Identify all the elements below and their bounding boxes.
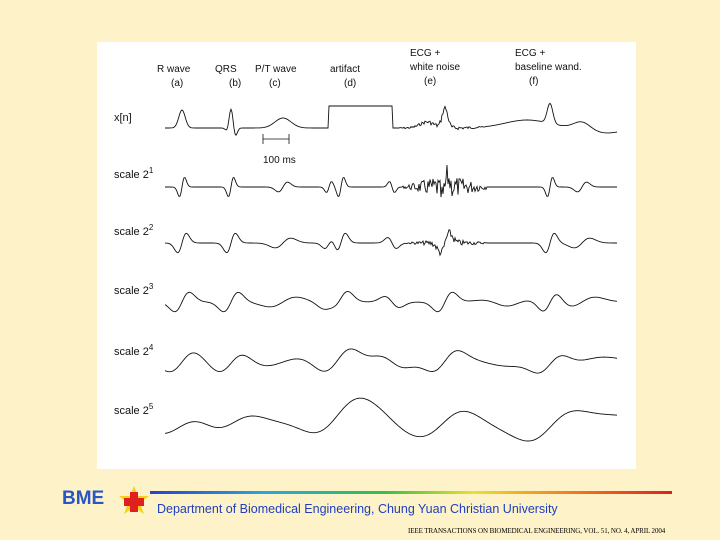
row-label-0: x[n] [114,112,132,124]
row-label-4: scale 24 [114,343,154,358]
row-label-1: scale 21 [114,166,154,181]
logo-text: BME [62,488,105,509]
trace-scale-5 [164,397,618,442]
figure-panel: R wave (a) QRS (b) P/T wave (c) artifact (d) ECG… [97,42,636,469]
scale-bar: 100 ms [262,134,296,166]
column-header-c: P/T wave (c) [255,64,297,89]
column-header-e: ECG + white noise (e) [409,48,460,87]
column-header-f: ECG + baseline wand. (f) [515,48,582,87]
trace-scale-4 [164,348,618,374]
trace-scale-2 [164,229,617,257]
medical-cross-icon [119,486,149,514]
trace-scale-3 [164,291,618,313]
trace-signal [165,102,618,136]
trace-scale-1 [165,164,617,198]
scale-bar-label: 100 ms [263,155,296,166]
row-label-5: scale 25 [114,402,154,417]
citation: IEEE TRANSACTIONS ON BIOMEDICAL ENGINEER… [408,527,666,535]
bme-logo: BME [58,484,153,524]
column-header-d: artifact (d) [330,64,360,89]
wavelet-figure: R wave (a) QRS (b) P/T wave (c) artifact (d) ECG… [114,48,618,442]
rainbow-divider [150,491,672,494]
row-label-3: scale 23 [114,282,154,297]
row-label-2: scale 22 [114,223,154,238]
department-name: Department of Biomedical Engineering, Ch… [157,502,558,516]
column-header-a: R wave (a) [157,64,191,89]
column-header-b: QRS (b) [215,64,241,89]
